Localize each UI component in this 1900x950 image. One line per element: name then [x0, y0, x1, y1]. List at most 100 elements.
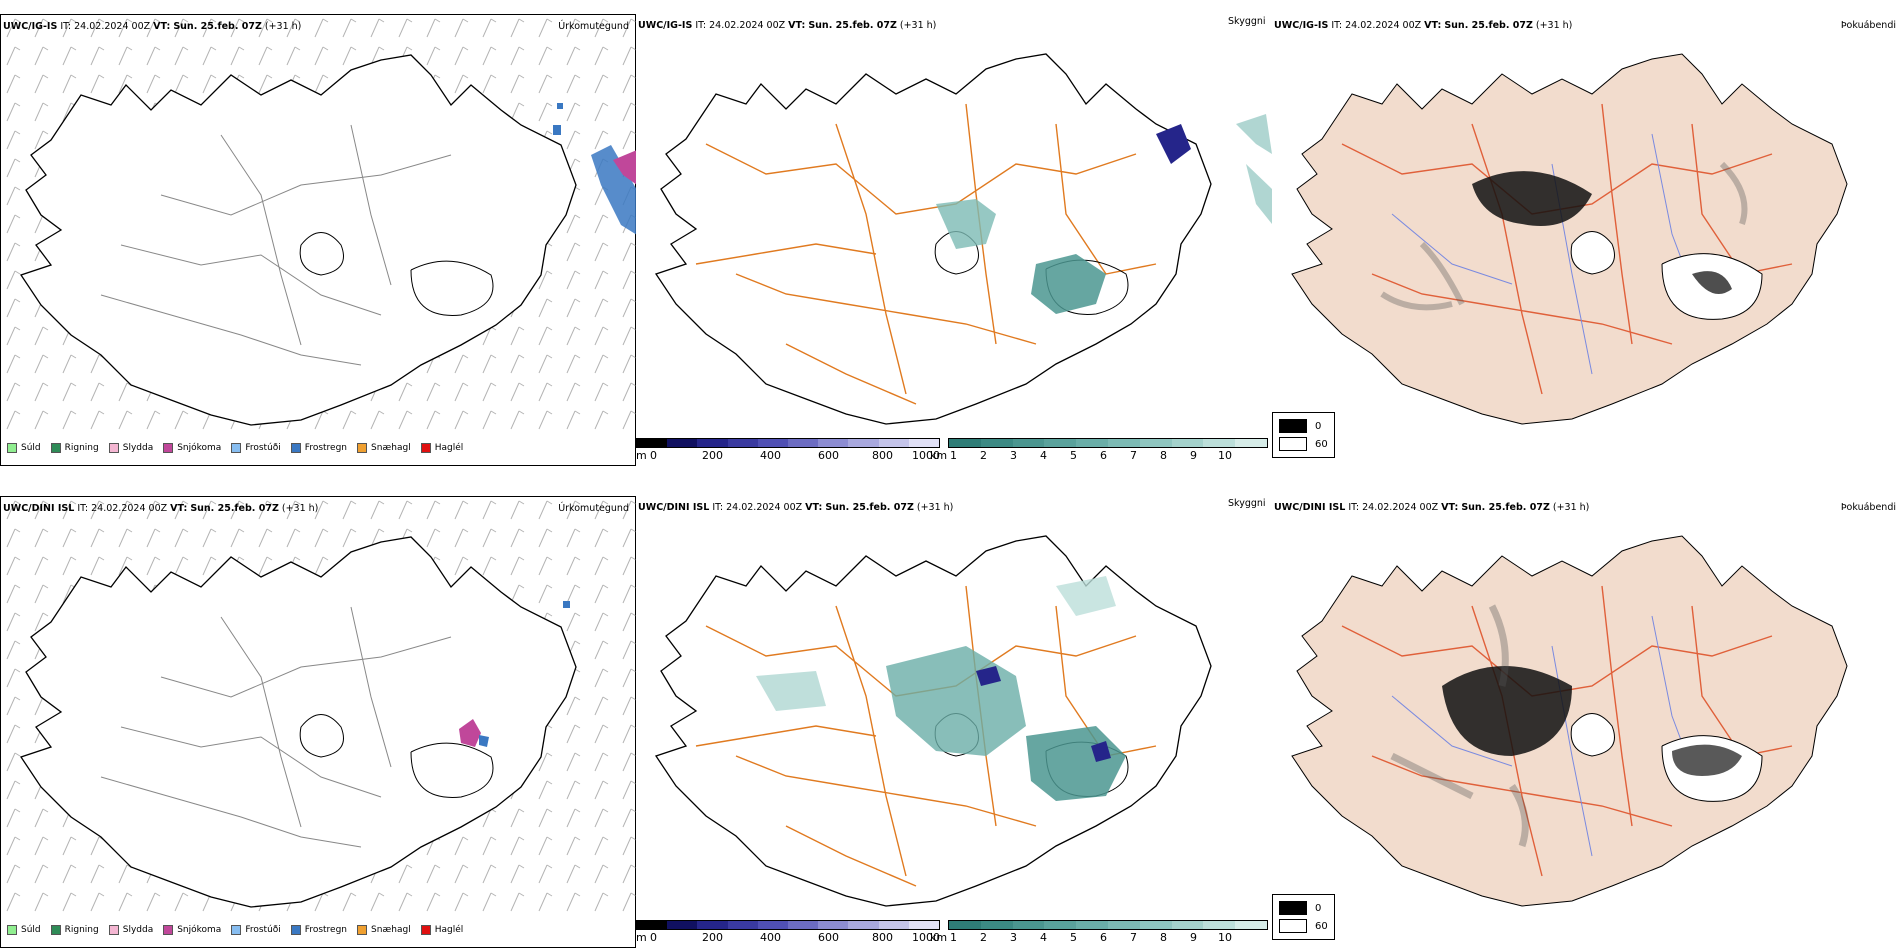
cloud-title: Skyggni — [1228, 498, 1266, 509]
tick-label: 5 — [1070, 449, 1077, 462]
fog-map-row1 — [1291, 53, 1848, 425]
legend-item: Slydda — [108, 443, 153, 453]
tick-label: 7 — [1130, 931, 1137, 944]
legend-item: Rigning — [50, 443, 99, 453]
lead-time: (+31 h) — [281, 503, 319, 514]
tick-label: 10 — [1218, 931, 1232, 944]
legend-label: Frostregn — [304, 925, 348, 935]
it-label: IT: — [1348, 502, 1360, 513]
legend-swatch — [163, 443, 174, 453]
fog-legend-label: 60 — [1315, 438, 1328, 450]
vt-label: VT: — [805, 502, 823, 513]
fog-title: Þokuábendi — [1840, 502, 1896, 513]
vt-value: Sun. 25.feb. 07Z — [1461, 502, 1550, 513]
vt-value: Sun. 25.feb. 07Z — [173, 21, 262, 32]
legend-label: Haglél — [434, 443, 464, 453]
fog-legend-label: 0 — [1315, 420, 1322, 432]
visibility-colorbar-strip — [948, 438, 1268, 448]
fog-legend: 0 60 — [1272, 894, 1335, 940]
legend-label: Súld — [21, 925, 41, 935]
tick-label: 1000 — [912, 449, 940, 462]
legend-label: Rigning — [64, 925, 99, 935]
legend-item: Súld — [7, 925, 41, 935]
vt-value: Sun. 25.feb. 07Z — [1444, 20, 1533, 31]
fog-legend-swatch — [1279, 901, 1307, 915]
fog-legend-row: 0 — [1279, 417, 1328, 435]
legend-label: Rigning — [64, 443, 99, 453]
tick-label: 400 — [760, 931, 781, 944]
tick-label: 5 — [1070, 931, 1077, 944]
tick-label: 3 — [1010, 931, 1017, 944]
legend-swatch — [7, 925, 17, 935]
fog-legend: 0 60 — [1272, 412, 1335, 458]
legend-item: Frostregn — [290, 925, 348, 935]
tick-label: 400 — [760, 449, 781, 462]
model-name: UWC/DINI ISL — [1274, 502, 1346, 513]
it-label: IT: — [712, 502, 724, 513]
legend-swatch — [7, 443, 17, 453]
ceiling-unit: m — [636, 449, 647, 462]
it-value: 24.02.2024 00Z — [74, 21, 151, 32]
tick-label: 200 — [702, 931, 723, 944]
model-name: UWC/DINI ISL — [638, 502, 710, 513]
fog-panel-row2: UWC/DINI ISL IT: 24.02.2024 00Z VT: Sun.… — [1272, 496, 1900, 948]
vt-label: VT: — [1424, 20, 1442, 31]
visibility-unit: km — [930, 931, 948, 944]
fog-legend-label: 60 — [1315, 920, 1328, 932]
visibility-unit: km — [930, 449, 948, 462]
fog-legend-row: 60 — [1279, 917, 1328, 935]
precip-title: Úrkomutegund — [558, 503, 629, 514]
model-name: UWC/IG-IS — [1274, 20, 1329, 31]
lead-time: (+31 h) — [1535, 20, 1573, 31]
tick-label: 4 — [1040, 931, 1047, 944]
fog-legend-swatch — [1279, 419, 1307, 433]
it-value: 24.02.2024 00Z — [91, 503, 168, 514]
legend-label: Frostúði — [245, 925, 281, 935]
precip-title: Úrkomutegund — [558, 21, 629, 32]
tick-label: 4 — [1040, 449, 1047, 462]
legend-label: Frostúði — [245, 443, 281, 453]
precip-panel-row1: UWC/IG-IS IT: 24.02.2024 00Z VT: Sun. 25… — [0, 14, 637, 466]
tick-label: 0 — [650, 931, 657, 944]
vt-value: Sun. 25.feb. 07Z — [190, 503, 279, 514]
tick-label: 800 — [872, 449, 893, 462]
lead-time: (+31 h) — [1552, 502, 1590, 513]
legend-label: Súld — [21, 443, 41, 453]
tick-label: 9 — [1190, 931, 1197, 944]
tick-label: 7 — [1130, 449, 1137, 462]
model-name: UWC/IG-IS — [3, 21, 58, 32]
ceiling-colorbar: m 0 200 400 600 800 1000 — [636, 920, 940, 944]
tick-label: 1 — [950, 449, 957, 462]
fog-panel-row1: UWC/IG-IS IT: 24.02.2024 00Z VT: Sun. 25… — [1272, 14, 1900, 466]
lead-time: (+31 h) — [916, 502, 954, 513]
iceland-outline — [19, 54, 577, 426]
legend-swatch — [108, 925, 119, 935]
vt-label: VT: — [170, 503, 188, 514]
precip-map-row2 — [1, 497, 637, 917]
ceiling-unit: m — [636, 931, 647, 944]
model-name: UWC/DINI ISL — [3, 503, 75, 514]
it-value: 24.02.2024 00Z — [709, 20, 786, 31]
legend-swatch — [231, 925, 242, 935]
it-value: 24.02.2024 00Z — [726, 502, 803, 513]
legend-swatch — [50, 925, 61, 935]
vt-label: VT: — [788, 20, 806, 31]
legend-item: Frostúði — [231, 925, 281, 935]
legend-item: Slydda — [108, 925, 153, 935]
legend-swatch — [357, 925, 368, 935]
legend-label: Snjókoma — [177, 443, 222, 453]
legend-item: Súld — [7, 443, 41, 453]
fog-legend-row: 0 — [1279, 899, 1328, 917]
visibility-colorbar-strip — [948, 920, 1268, 930]
tick-label: 2 — [980, 449, 987, 462]
legend-item: Snjókoma — [163, 925, 221, 935]
it-label: IT: — [77, 503, 89, 514]
fog-legend-swatch — [1279, 919, 1307, 933]
legend-swatch — [420, 925, 431, 935]
panel-header: UWC/IG-IS IT: 24.02.2024 00Z VT: Sun. 25… — [638, 20, 936, 31]
fog-title: Þokuábendi — [1840, 20, 1896, 31]
it-label: IT: — [695, 20, 707, 31]
vt-label: VT: — [1441, 502, 1459, 513]
lead-time: (+31 h) — [264, 21, 302, 32]
legend-swatch — [50, 443, 61, 453]
